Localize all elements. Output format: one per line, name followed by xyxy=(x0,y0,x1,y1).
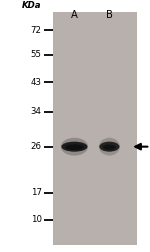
Ellipse shape xyxy=(99,138,120,155)
FancyBboxPatch shape xyxy=(53,12,137,244)
Text: B: B xyxy=(106,10,113,20)
Text: 34: 34 xyxy=(31,107,42,116)
Ellipse shape xyxy=(61,142,87,152)
Text: 26: 26 xyxy=(31,142,42,151)
Ellipse shape xyxy=(65,144,84,150)
Text: 72: 72 xyxy=(31,26,42,35)
Text: 55: 55 xyxy=(31,50,42,59)
Text: 10: 10 xyxy=(31,215,42,224)
Ellipse shape xyxy=(99,142,119,152)
Text: 17: 17 xyxy=(31,188,42,197)
Ellipse shape xyxy=(61,138,88,155)
Text: 43: 43 xyxy=(31,78,42,87)
Ellipse shape xyxy=(103,145,116,150)
Text: KDa: KDa xyxy=(22,1,42,10)
Text: A: A xyxy=(71,10,78,20)
